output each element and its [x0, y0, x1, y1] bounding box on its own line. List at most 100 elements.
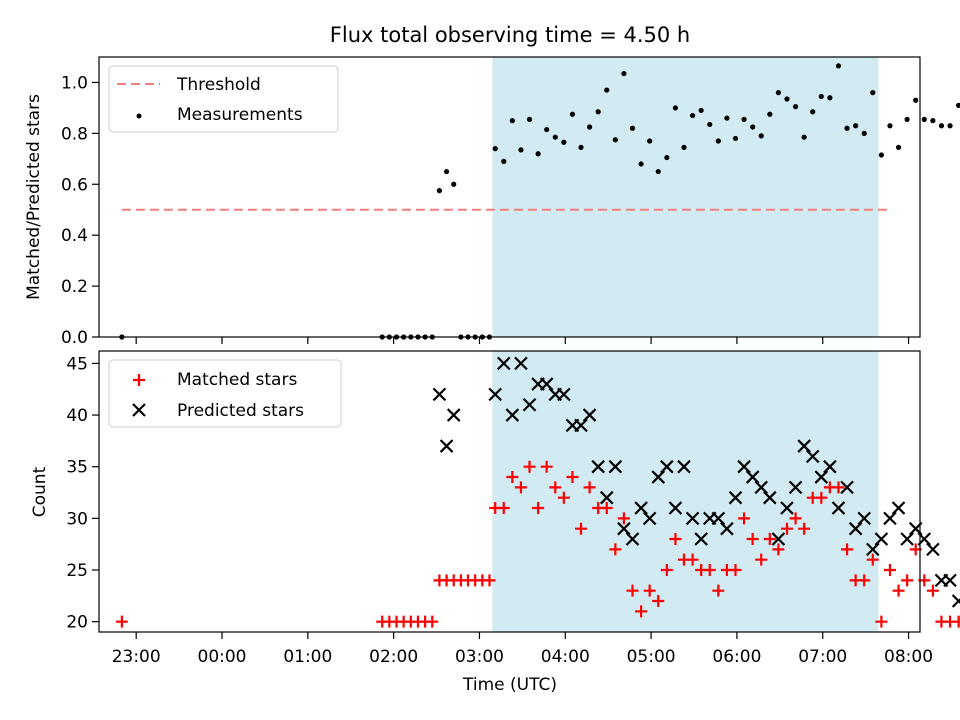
measurement-point	[732, 135, 739, 142]
legend-matched-label: Matched stars	[177, 370, 297, 390]
top-legend-box	[108, 65, 339, 133]
measurement-point	[887, 123, 893, 129]
matched-star-point	[669, 533, 682, 546]
predicted-star-point	[574, 418, 588, 433]
x-tick-label: 02:00	[369, 647, 418, 667]
matched-star-point	[532, 502, 545, 515]
measurement-point	[715, 138, 721, 144]
matched-star-point	[832, 481, 845, 494]
measurement-point	[818, 93, 824, 100]
predicted-star-point	[891, 501, 906, 515]
top-y-tick-label: 0.0	[61, 328, 88, 348]
predicted-star-point	[926, 542, 940, 557]
matched-star-point	[426, 615, 439, 628]
measurement-point	[775, 90, 781, 96]
measurement-point	[938, 123, 945, 129]
x-axis-label: Time (UTC)	[462, 675, 557, 695]
matched-star-point	[600, 502, 613, 515]
matched-star-point	[952, 615, 960, 628]
bottom-y-tick-label: 20	[66, 613, 88, 633]
matched-star-point	[738, 512, 751, 525]
predicted-star-point	[608, 459, 623, 474]
top-y-tick-label: 0.6	[61, 175, 88, 195]
predicted-star-point	[660, 459, 674, 474]
matched-star-point	[892, 584, 905, 597]
matched-star-point	[506, 471, 519, 484]
matched-star-point	[686, 553, 699, 566]
matched-star-point	[875, 615, 888, 628]
predicted-star-point	[763, 490, 777, 505]
predicted-star-point	[900, 532, 914, 546]
predicted-star-point	[505, 408, 520, 422]
measurement-point	[870, 90, 876, 96]
predicted-star-point	[805, 449, 820, 464]
matched-star-point	[583, 481, 596, 494]
chart-title: Flux total observing time = 4.50 h	[330, 23, 690, 47]
matched-star-point	[883, 564, 896, 577]
predicted-star-point	[488, 387, 502, 402]
predicted-star-point	[797, 439, 811, 453]
measurement-point	[784, 96, 790, 102]
measurement-point	[535, 151, 541, 157]
predicted-star-point	[711, 511, 726, 526]
predicted-star-point	[677, 459, 691, 474]
matched-star-point	[729, 564, 742, 577]
predicted-star-point	[617, 521, 631, 536]
matched-star-point	[798, 522, 811, 535]
top-shaded-region	[492, 57, 879, 337]
x-tick-label: 07:00	[798, 647, 847, 667]
matched-star-point	[712, 584, 725, 597]
measurement-point	[518, 147, 524, 153]
measurement-point	[844, 125, 850, 131]
matched-star-point	[746, 533, 759, 546]
matched-star-point	[483, 574, 496, 587]
matched-star-point	[575, 522, 588, 535]
x-tick-label: 05:00	[627, 647, 676, 667]
predicted-star-point	[591, 459, 605, 474]
measurement-point	[681, 144, 687, 150]
measurement-point	[569, 111, 576, 117]
measurement-point	[612, 137, 618, 143]
measurement-point	[672, 105, 679, 111]
legend-measurements-symbol	[136, 113, 142, 119]
predicted-star-point	[771, 532, 786, 546]
matched-star-point	[755, 553, 768, 566]
measurement-point	[758, 133, 764, 139]
predicted-star-point	[848, 521, 863, 536]
measurement-point	[810, 109, 816, 115]
top-plot-frame	[98, 56, 921, 338]
top-y-axis: 0.0 0.2 0.4 0.6 0.8 1.0	[61, 73, 99, 348]
measurement-point	[509, 118, 515, 124]
predicted-star-point	[599, 490, 614, 505]
bottom-y-axis: 20 25 30 35 40 45	[66, 354, 99, 633]
matched-star-point	[858, 574, 871, 587]
predicted-star-point	[685, 511, 700, 526]
matched-star-point	[789, 512, 802, 525]
matched-star-point	[772, 543, 785, 556]
measurement-point	[767, 111, 773, 117]
measurement-point	[526, 116, 533, 122]
measurement-point	[544, 126, 550, 133]
x-tick-label: 06:00	[712, 647, 761, 667]
measurement-point	[492, 146, 498, 152]
matched-star-point	[115, 615, 128, 628]
top-y-tick-label: 0.8	[61, 124, 88, 144]
predicted-star-point	[780, 501, 794, 515]
top-y-tick-label: 1.0	[61, 73, 88, 93]
x-tick-label: 23:00	[112, 647, 161, 667]
predicted-star-point	[557, 387, 571, 402]
predicted-star-point	[857, 511, 871, 526]
matched-star-point	[660, 564, 673, 577]
matched-star-point	[652, 595, 665, 608]
x-tick-label: 04:00	[541, 647, 590, 667]
x-tick-label: 00:00	[198, 647, 247, 667]
predicted-star-point	[539, 377, 554, 391]
bottom-y-tick-label: 35	[66, 458, 88, 478]
predicted-star-point	[943, 573, 957, 588]
measurement-point	[930, 118, 936, 124]
legend-predicted-label: Predicted stars	[177, 401, 304, 421]
matched-star-point	[643, 584, 656, 597]
measurement-point	[913, 97, 919, 103]
predicted-star-point	[814, 470, 829, 484]
measurement-point	[947, 123, 953, 129]
